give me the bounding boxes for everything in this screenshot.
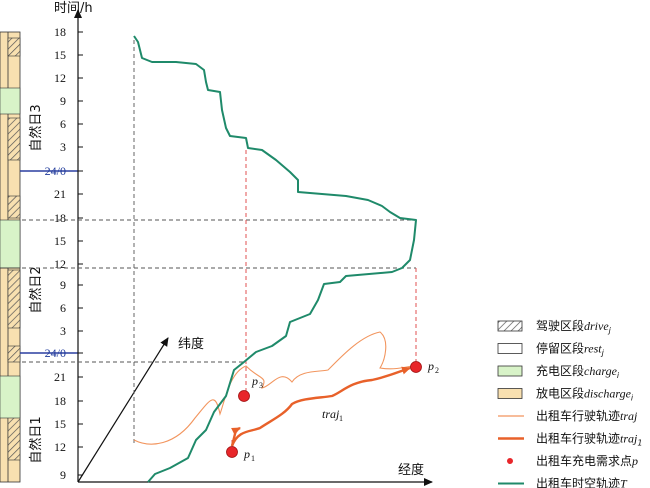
day-label-1: 自然日1 [28, 416, 44, 463]
legend-label: 出租车行驶轨迹traj1 [536, 431, 642, 448]
schedule-bar [0, 31, 78, 483]
charge-segment [0, 219, 21, 269]
svg-text:traj: traj [322, 407, 340, 421]
day-label-2: 自然日2 [28, 266, 44, 313]
time-tick-label: 3 [60, 140, 66, 154]
time-tick-label: 15 [54, 234, 66, 248]
legend-label: 驾驶区段drivej [536, 318, 612, 335]
legend-label: 出租车时空轨迹T [536, 476, 628, 488]
svg-text:3: 3 [259, 381, 263, 390]
time-tick-label: 24/0 [45, 164, 66, 178]
legend-item-demand: 出租车充电需求点p [507, 453, 638, 468]
legend-swatch-rest [497, 343, 523, 354]
legend-item-charge: 充电区段chargei [497, 363, 620, 380]
time-tick-label: 9 [60, 278, 66, 292]
svg-text:p: p [251, 374, 258, 388]
time-axis-label: 时间/h [54, 1, 93, 16]
drive-segment [7, 117, 21, 161]
demand-point-p2: p 2 [410, 359, 439, 375]
legend-item-traj1: 出租车行驶轨迹traj1 [498, 431, 642, 448]
demand-point-p3: p 3 [238, 374, 263, 402]
time-tick-label: 15 [54, 417, 66, 431]
taxi-trajectory-1-start [230, 426, 241, 447]
svg-text:p: p [427, 359, 434, 373]
drive-segment [7, 345, 21, 363]
time-tick-label: 9 [60, 94, 66, 108]
spacetime-trajectory [133, 35, 417, 483]
legend-swatch-discharge [497, 388, 523, 399]
time-tick-label: 6 [60, 117, 66, 131]
drive-segment [7, 195, 21, 219]
time-tick-label: 9 [60, 468, 66, 482]
time-tick-label: 18 [54, 394, 66, 408]
guide-lines [22, 40, 416, 446]
time-ticks: 9 12 15 18 21 24/0 3 6 9 12 15 18 21 24/0 3 6 9 12 15 18 [45, 25, 83, 482]
latitude-axis-label: 纬度 [178, 336, 204, 352]
taxi-trajectory-1 [230, 366, 411, 447]
legend-label: 出租车充电需求点p [536, 453, 638, 468]
longitude-axis-label: 经度 [398, 462, 424, 478]
drive-segment [7, 37, 21, 57]
day-label-3: 自然日3 [28, 104, 44, 151]
legend-item-rest: 停留区段restj [497, 341, 605, 358]
taxi-trajectory [133, 331, 413, 445]
latitude-axis [77, 337, 169, 483]
time-tick-label: 12 [54, 257, 66, 271]
time-tick-label: 18 [54, 25, 66, 39]
drive-segment [7, 269, 21, 329]
legend-swatch-drive [497, 320, 523, 332]
time-tick-label: 12 [54, 440, 66, 454]
legend-item-drive: 驾驶区段drivej [497, 318, 612, 335]
time-tick-label: 12 [54, 71, 66, 85]
time-tick-label: 21 [54, 187, 66, 201]
svg-text:p: p [243, 447, 250, 461]
traj1-label: traj 1 [322, 407, 343, 423]
legend-item-discharge: 放电区段dischargei [497, 386, 634, 403]
demand-point-p1: p 1 [226, 446, 255, 463]
svg-text:1: 1 [339, 414, 343, 423]
legend-label: 放电区段dischargei [536, 386, 634, 403]
charge-segment [0, 375, 21, 419]
svg-text:2: 2 [435, 366, 439, 375]
time-tick-label: 18 [54, 211, 66, 225]
legend-label: 停留区段restj [536, 341, 605, 358]
charge-segment [0, 87, 21, 115]
legend-swatch-charge [497, 365, 523, 377]
legend-item-traj: 出租车行驶轨迹traj [498, 408, 638, 423]
legend-label: 出租车行驶轨迹traj [536, 408, 638, 423]
time-tick-label: 15 [54, 48, 66, 62]
legend-label: 充电区段chargei [536, 363, 620, 380]
time-tick-label: 24/0 [45, 346, 66, 360]
time-tick-label: 21 [54, 370, 66, 384]
legend: 驾驶区段drivej 停留区段restj 充电区段chargei 放电区段discha… [497, 318, 642, 488]
time-tick-label: 3 [60, 324, 66, 338]
time-tick-label: 6 [60, 301, 66, 315]
legend-item-spacetime: 出租车时空轨迹T [498, 476, 628, 488]
svg-text:1: 1 [251, 454, 255, 463]
legend-swatch-demand [507, 458, 513, 464]
